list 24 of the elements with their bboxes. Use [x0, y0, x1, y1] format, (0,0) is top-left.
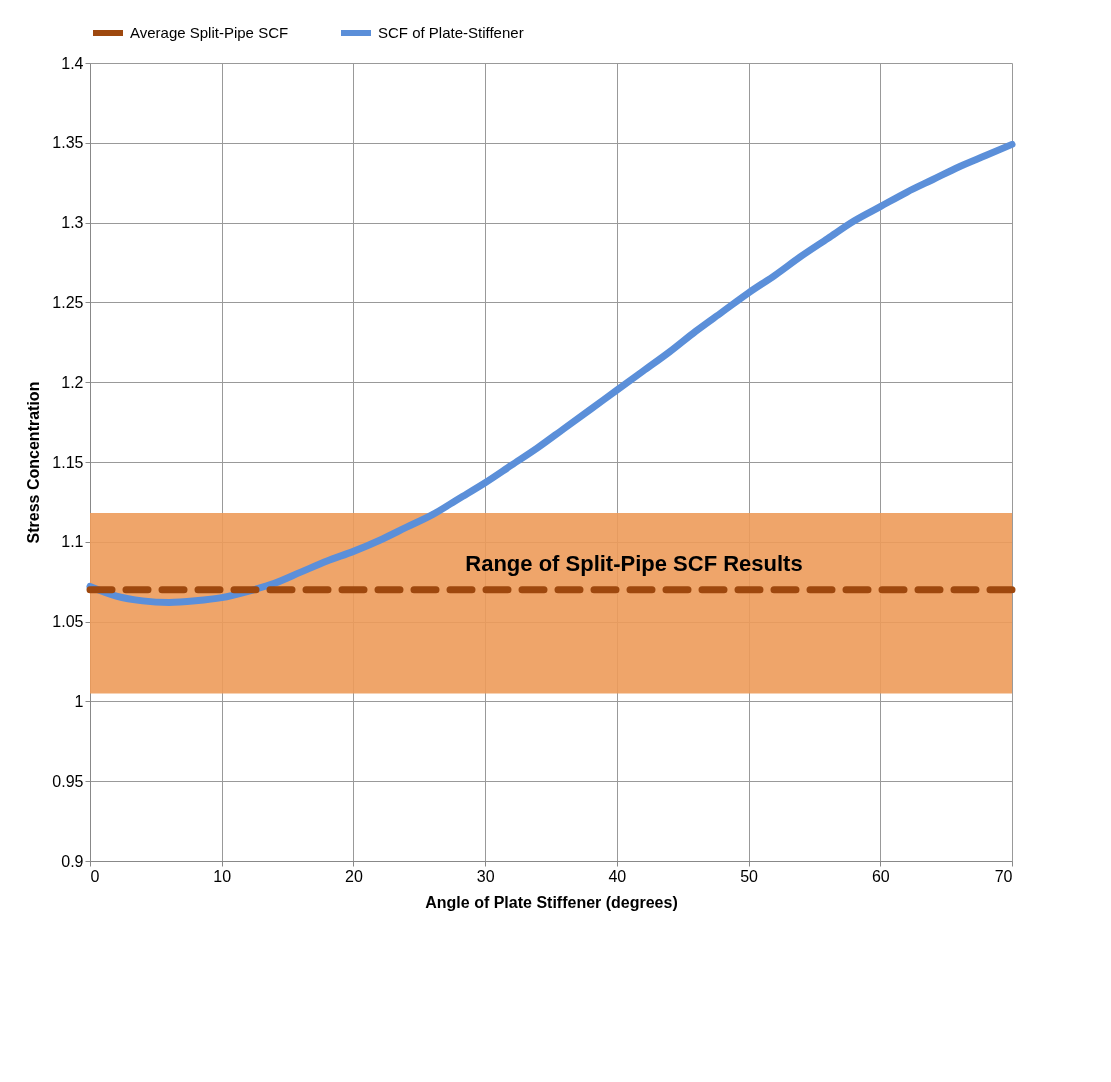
- y-axis-title: Stress Concentration: [25, 381, 43, 544]
- band-label: Range of Split-Pipe SCF Results: [465, 550, 803, 576]
- y-tick-label: 1.4: [61, 54, 84, 72]
- x-axis-title: Angle of Plate Stiffener (degrees): [425, 893, 678, 911]
- y-tick-label: 0.95: [52, 772, 84, 790]
- y-tick-label: 0.9: [61, 852, 84, 870]
- x-tick-label: 20: [345, 867, 363, 885]
- x-tick-label: 50: [740, 867, 759, 885]
- legend-label: Average Split-Pipe SCF: [130, 24, 289, 41]
- x-tick-label: 30: [476, 867, 495, 885]
- x-tick-label: 70: [994, 867, 1013, 885]
- y-tick-label: 1.35: [52, 134, 84, 152]
- y-tick-label: 1.1: [61, 533, 84, 551]
- y-tick-label: 1.15: [52, 453, 84, 471]
- x-tick-label: 10: [213, 867, 232, 885]
- legend-label: SCF of Plate-Stiffener: [378, 24, 524, 41]
- x-tick-label: 0: [90, 867, 100, 885]
- y-tick-label: 1.25: [52, 293, 84, 311]
- x-tick-label: 40: [608, 867, 627, 885]
- x-tick-label: 60: [871, 867, 890, 885]
- y-tick-label: 1.2: [61, 373, 84, 391]
- y-tick-label: 1.05: [52, 613, 84, 631]
- y-tick-label: 1: [74, 692, 84, 710]
- y-tick-label: 1.3: [61, 214, 84, 232]
